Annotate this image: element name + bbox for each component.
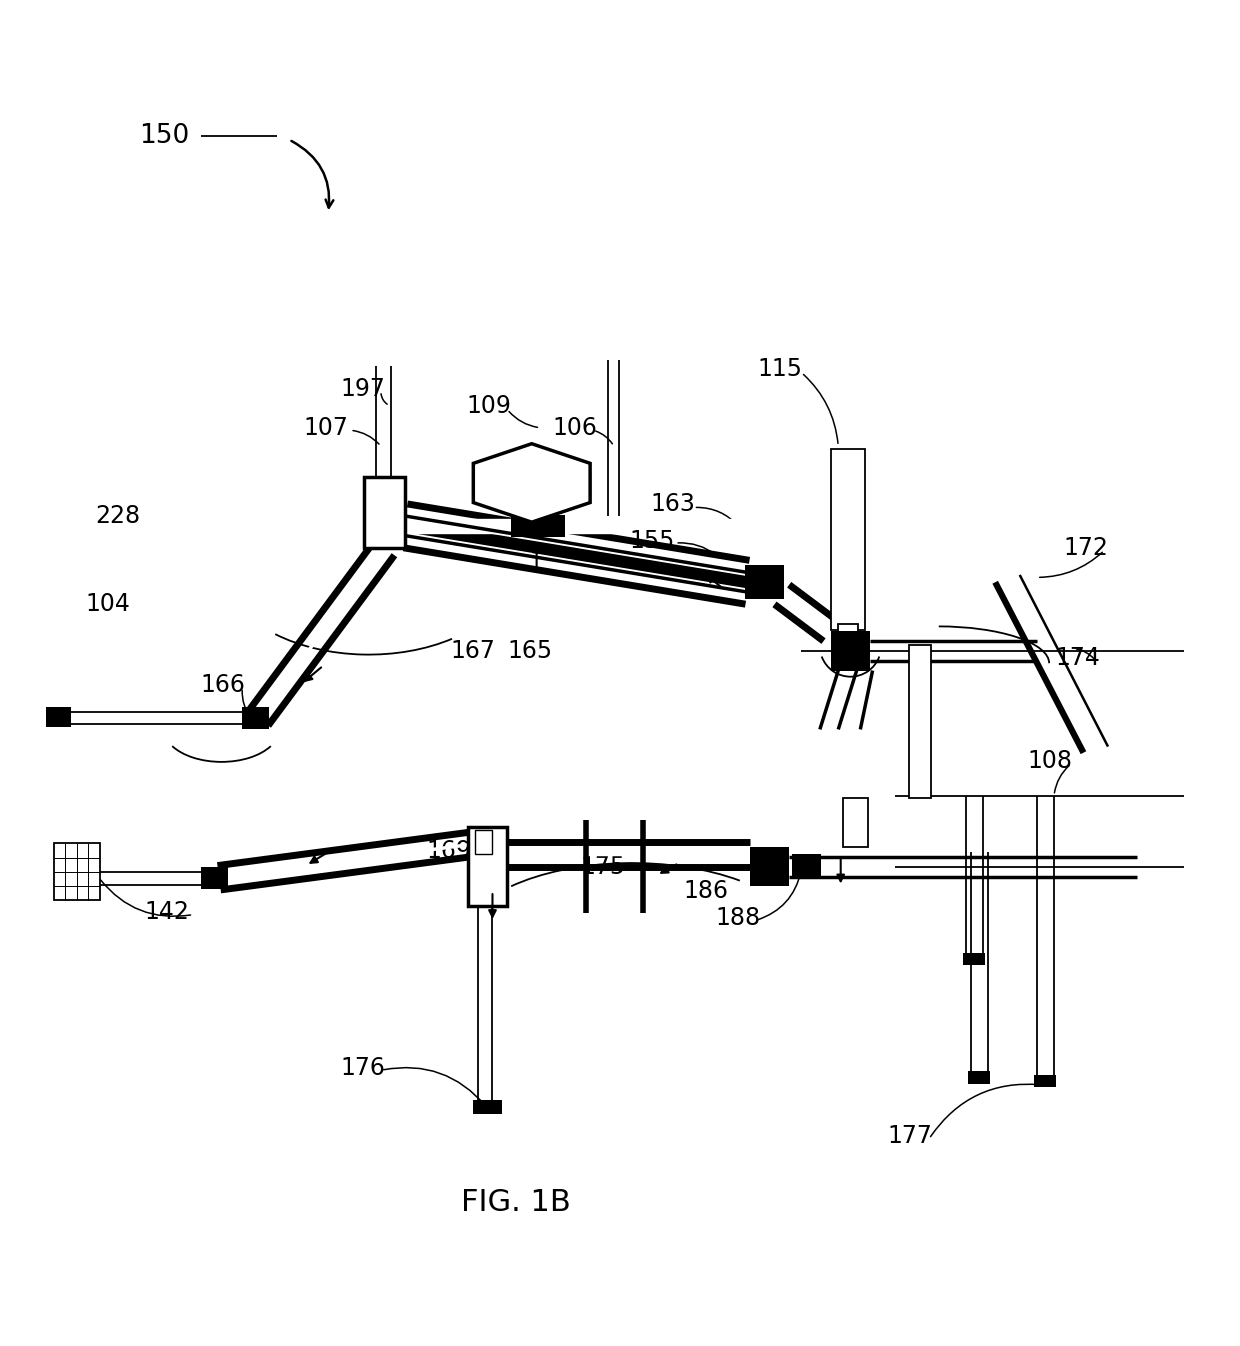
Text: 109: 109	[466, 394, 512, 417]
Text: 107: 107	[304, 416, 348, 440]
Bar	[909, 645, 931, 798]
Text: 177: 177	[888, 1124, 932, 1148]
Bar	[745, 565, 784, 599]
Text: 228: 228	[95, 503, 140, 528]
Text: 165: 165	[507, 639, 552, 664]
Bar	[968, 1071, 991, 1084]
Text: 104: 104	[86, 592, 130, 616]
Text: 186: 186	[683, 879, 729, 903]
Bar	[242, 708, 269, 730]
Bar	[831, 448, 866, 630]
Text: 108: 108	[1027, 750, 1073, 774]
Text: 172: 172	[1064, 536, 1109, 560]
Text: 188: 188	[715, 906, 761, 930]
Bar	[53, 844, 100, 900]
Bar	[201, 867, 228, 888]
Bar	[1034, 1075, 1056, 1088]
Text: FIG. 1B: FIG. 1B	[461, 1189, 570, 1217]
Bar	[472, 1100, 502, 1114]
Bar	[838, 625, 858, 651]
Text: 167: 167	[451, 639, 496, 664]
Bar	[46, 708, 71, 727]
Text: 166: 166	[201, 673, 246, 697]
Text: 150: 150	[139, 122, 190, 149]
Bar	[467, 828, 507, 906]
Text: 197: 197	[341, 377, 386, 401]
Bar	[963, 953, 986, 965]
Text: 163: 163	[651, 491, 696, 516]
Text: 155: 155	[630, 529, 676, 553]
Text: 115: 115	[758, 357, 802, 381]
Text: 169: 169	[427, 839, 471, 863]
Bar	[363, 476, 405, 548]
Text: 174: 174	[1055, 646, 1100, 670]
Bar	[475, 830, 492, 855]
Bar	[750, 847, 789, 887]
Text: 106: 106	[553, 416, 598, 440]
Polygon shape	[474, 444, 590, 522]
Bar	[831, 631, 870, 670]
Text: 176: 176	[341, 1055, 386, 1079]
Bar	[791, 855, 821, 879]
Bar	[843, 798, 868, 847]
Bar	[511, 514, 565, 537]
Text: 175: 175	[580, 855, 626, 879]
Text: 142: 142	[144, 900, 190, 925]
